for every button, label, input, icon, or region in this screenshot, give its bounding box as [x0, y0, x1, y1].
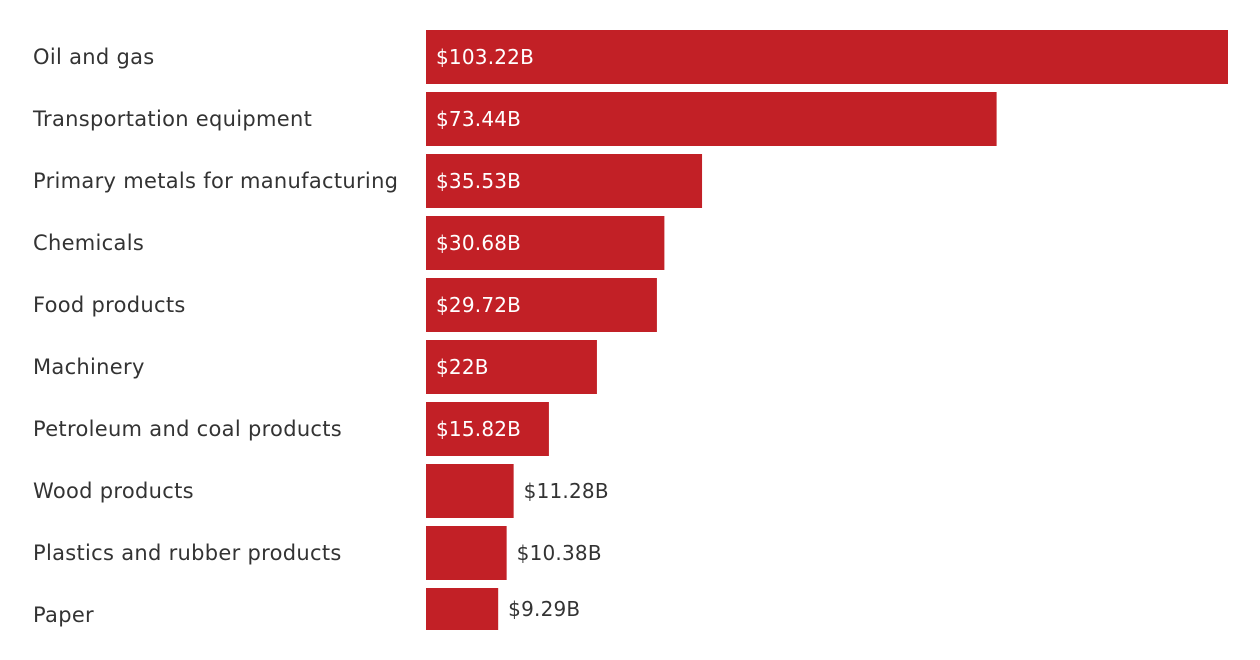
bar	[426, 30, 1228, 84]
bar	[426, 154, 703, 208]
category-label: Petroleum and coal products	[33, 417, 342, 441]
value-label: $9.29B	[508, 597, 580, 621]
bar	[426, 92, 997, 146]
bar	[426, 278, 657, 332]
category-label: Primary metals for manufacturing	[33, 169, 398, 193]
category-label: Paper	[33, 603, 94, 627]
bar	[426, 216, 665, 270]
category-label: Plastics and rubber products	[33, 541, 342, 565]
value-label: $11.28B	[524, 479, 609, 503]
category-label: Food products	[33, 293, 186, 317]
bar	[426, 526, 507, 580]
category-label: Oil and gas	[33, 45, 155, 69]
category-label: Machinery	[33, 355, 145, 379]
value-label: $30.68B	[436, 231, 521, 255]
category-label: Chemicals	[33, 231, 144, 255]
bars	[426, 30, 1228, 630]
value-label: $29.72B	[436, 293, 521, 317]
value-labels: $103.22B $73.44B $35.53B $30.68B $29.72B $22B…	[436, 45, 609, 621]
value-label: $22B	[436, 355, 489, 379]
category-label: Wood products	[33, 479, 194, 503]
category-label: Transportation equipment	[32, 107, 312, 131]
bar	[426, 464, 514, 518]
value-label: $35.53B	[436, 169, 521, 193]
bar	[426, 402, 549, 456]
category-labels: Oil and gas Transportation equipment Prima…	[32, 45, 398, 627]
value-label: $10.38B	[517, 541, 602, 565]
value-label: $73.44B	[436, 107, 521, 131]
value-label: $15.82B	[436, 417, 521, 441]
bar	[426, 588, 499, 630]
bar	[426, 340, 597, 394]
value-label: $103.22B	[436, 45, 534, 69]
